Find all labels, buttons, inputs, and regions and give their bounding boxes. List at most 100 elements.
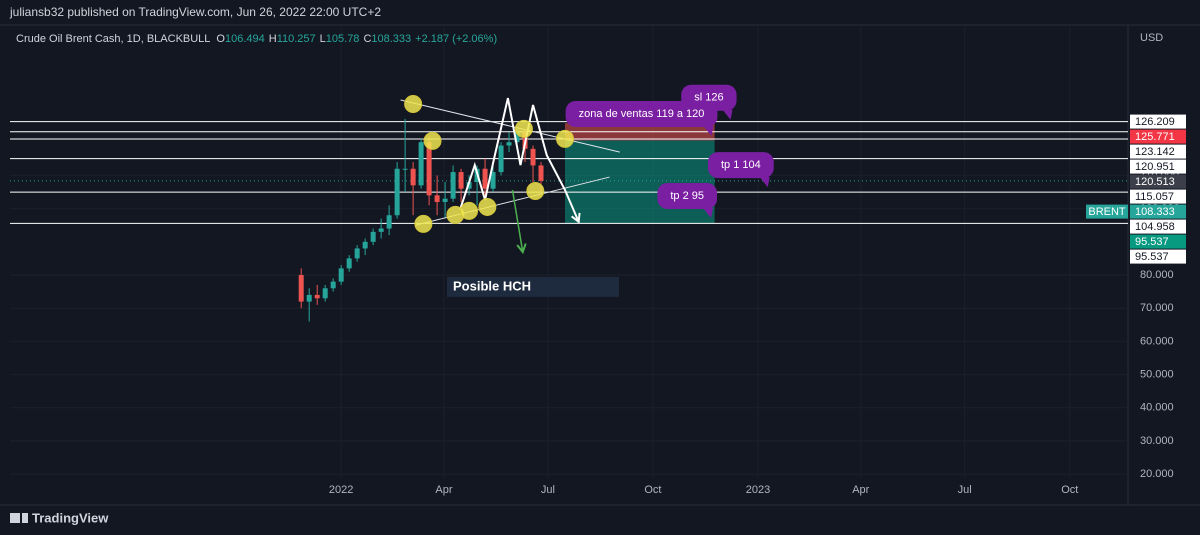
marker [526,182,545,201]
arrowhead [516,243,527,255]
marker [414,214,433,233]
candle-body [426,142,432,196]
legend-item: 108.333 [371,33,411,45]
candle-body [538,165,544,181]
candle-body [506,142,512,146]
y-tick-label: 60.000 [1140,335,1174,347]
note-bubble [707,152,774,179]
candle-body [498,145,504,173]
y-tick-label: 20.000 [1140,468,1174,480]
price-label-box [1130,129,1186,144]
candle-body [410,168,416,186]
legend-item: +2.187 (+2.06%) [415,33,497,45]
price-label-box [1130,174,1186,189]
price-label-box [1130,114,1186,129]
legend-item: C [363,33,371,45]
price-label: 95.537 [1135,236,1169,248]
candle-body [346,258,352,269]
price-label-box [1130,159,1186,174]
logo [10,513,28,523]
note-tail [722,109,733,120]
x-tick-label: Jul [541,484,555,496]
candle-body [490,172,496,189]
price-label-box [1130,144,1186,159]
price-label: 123.142 [1135,146,1175,158]
y-tick-label: 80.000 [1140,269,1174,281]
arrow [511,189,524,253]
legend-item: 105.78 [326,33,360,45]
marker [460,201,479,220]
candle-body [418,142,424,186]
y-tick-label: 30.000 [1140,435,1174,447]
candle-body [298,275,304,302]
candle-body [530,148,536,166]
pattern-label: Posible HCH [453,278,531,293]
price-label-box [1130,234,1186,249]
price-label-box [1130,249,1186,264]
candle-body [378,228,384,232]
candle-body [338,268,344,282]
candle-body [394,168,400,216]
x-tick-label: 2022 [329,484,353,496]
price-axis: 20.000 30.000 40.000 50.000 60.000 70.000 80.0… [1086,114,1186,480]
symbol-label: BRENT [1088,206,1126,218]
note-tail [759,177,770,188]
note: tp 2 95 [657,182,718,218]
x-tick-label: 2023 [746,484,770,496]
legend: Crude Oil Brent Cash, 1D, BLACKBULL O106.… [16,33,497,45]
note-tail [703,125,714,136]
legend-item: L [320,33,326,45]
legend-item: O [216,33,225,45]
price-label-box [1130,189,1186,204]
symbol-box [1086,204,1128,219]
pattern-label-box [447,276,620,297]
legend-item: H [269,33,277,45]
publisher-line: juliansb32 published on TradingView.com,… [9,5,381,19]
y-tick-label: 50.000 [1140,369,1174,381]
trendline [400,99,620,153]
price-label: 120.951 [1135,161,1175,173]
candle-body [402,168,408,170]
note-text: zona de ventas 119 a 120 [579,108,705,120]
candle-body [330,281,336,289]
marker [423,131,442,150]
candle-body [434,195,440,202]
candle-body [370,231,376,242]
price-label: 108.333 [1135,206,1175,218]
x-tick-label: Oct [644,484,661,496]
footer-brand: TradingView [32,510,109,525]
note: zona de ventas 119 a 120 [565,100,718,136]
zigzag [458,97,580,223]
candle-body [314,294,320,299]
candle-body [386,215,392,229]
candle-body [306,294,312,302]
candle-body [442,198,448,202]
y-tick-label: 40.000 [1140,402,1174,414]
legend-item: Crude Oil Brent Cash, 1D, BLACKBULL [16,33,210,45]
note-tail [703,207,714,218]
candle-body [362,241,368,249]
candle-body [514,132,520,143]
x-tick-label: Jul [958,484,972,496]
currency: USD [1140,32,1163,44]
x-tick-label: Apr [852,484,869,496]
note-bubble [657,182,718,209]
candle-body [458,172,464,189]
note-text: tp 1 104 [721,159,761,171]
candle-body [322,288,328,299]
price-label: 95.537 [1135,251,1169,263]
y-tick-label: 70.000 [1140,302,1174,314]
x-tick-label: Oct [1061,484,1078,496]
plot: sl 126 zona de ventas 119 a 120 tp 1 104 tp… [10,25,1128,478]
marker [556,129,575,148]
price-label: 115.057 [1135,191,1174,203]
x-tick-label: Apr [435,484,452,496]
legend-item: 106.494 [225,33,265,45]
legend-item: 110.257 [277,33,316,45]
marker [478,197,497,216]
price-label: 125.771 [1135,131,1175,143]
price-label: 104.958 [1135,221,1175,233]
price-label-box [1130,204,1186,219]
